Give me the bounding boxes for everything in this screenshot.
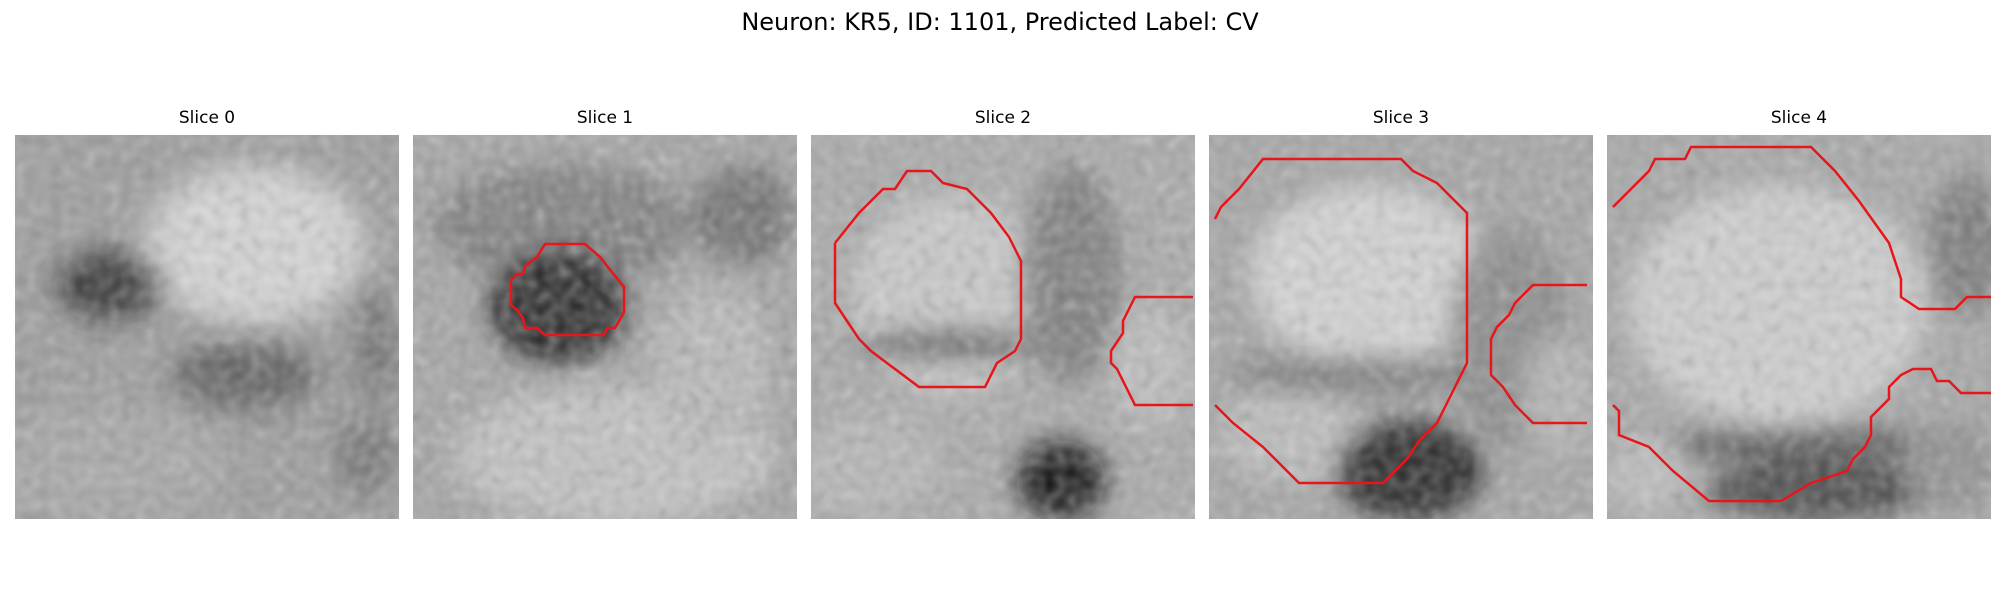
slice-title: Slice 2 [974,108,1032,128]
segmentation-contour [1489,283,1587,425]
slice-image-svg [15,135,399,519]
slice-title: Slice 4 [1770,108,1828,128]
segmentation-contour [1612,367,1991,503]
slice-image [15,135,399,519]
slice-image-svg [1607,135,1991,519]
segmentation-contour [1213,157,1469,485]
slice-image-svg [811,135,1195,519]
segmentation-contour [1109,295,1193,407]
figure-title: Neuron: KR5, ID: 1101, Predicted Label: … [741,8,1259,36]
slice-image [1209,135,1593,519]
slice-image [413,135,797,519]
slice-title: Slice 3 [1372,108,1430,128]
slice-image [1607,135,1991,519]
slice-title: Slice 0 [178,108,236,128]
segmentation-contour [1612,145,1991,311]
slice-image-svg [413,135,797,519]
segmentation-contour [509,242,626,337]
slice-image [811,135,1195,519]
slice-image-svg [1209,135,1593,519]
slice-title: Slice 1 [576,108,634,128]
segmentation-contour [833,169,1023,389]
